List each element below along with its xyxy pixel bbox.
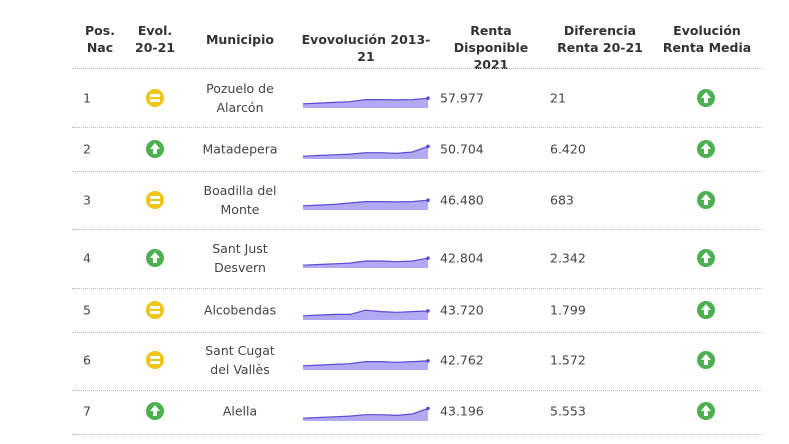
municipio-cell: Pozuelo de Alarcón <box>206 81 274 115</box>
sparkline-area <box>303 258 428 268</box>
sparkline-area <box>303 360 428 370</box>
diferencia-cell: 1.799 <box>550 302 586 318</box>
row-divider <box>72 229 762 230</box>
sparkline <box>302 256 430 268</box>
row-divider <box>72 390 762 391</box>
renta-cell: 42.762 <box>440 352 484 368</box>
up-arrow-icon <box>697 402 715 420</box>
pos-cell: 3 <box>83 192 91 208</box>
municipio-cell: Alella <box>222 403 258 419</box>
up-arrow-icon <box>697 249 715 267</box>
pos-cell: 5 <box>83 302 91 318</box>
up-arrow-icon <box>697 89 715 107</box>
sparkline <box>302 198 430 210</box>
up-arrow-icon <box>697 351 715 369</box>
sparkline-end-point <box>426 144 430 149</box>
sparkline-area <box>303 200 428 210</box>
sparkline-line <box>302 199 429 207</box>
equal-icon <box>146 89 164 107</box>
up-arrow-icon <box>146 140 164 158</box>
row-divider <box>72 68 762 69</box>
sparkline-line <box>302 360 429 367</box>
pos-cell: 1 <box>83 90 91 106</box>
sparkline-end-point <box>426 309 430 313</box>
municipio-cell: Sant Cugat del Vallès <box>205 343 275 377</box>
header-renta: Renta Disponible 2021 <box>453 23 529 72</box>
diferencia-cell: 5.553 <box>550 403 586 419</box>
diferencia-cell: 6.420 <box>550 141 586 157</box>
equal-icon <box>146 351 164 369</box>
header-evol-media: Evolución Renta Media <box>662 23 752 55</box>
municipio-cell: Sant Just Desvern <box>212 241 268 275</box>
renta-cell: 43.720 <box>440 302 484 318</box>
sparkline-area <box>303 98 428 108</box>
diferencia-cell: 2.342 <box>550 250 586 266</box>
sparkline-line <box>302 309 429 317</box>
sparkline <box>302 359 430 370</box>
sparkline-line <box>302 145 429 157</box>
up-arrow-icon <box>146 249 164 267</box>
row-divider <box>72 127 762 128</box>
sparkline <box>302 406 430 421</box>
renta-cell: 43.196 <box>440 403 484 419</box>
sparkline-line <box>302 407 429 419</box>
municipio-cell: Matadepera <box>202 141 278 157</box>
up-arrow-icon <box>697 191 715 209</box>
sparkline-area <box>303 146 428 159</box>
header-municipio: Municipio <box>205 32 275 47</box>
sparkline-line <box>302 257 429 266</box>
header-pos: Pos. Nac <box>85 23 115 55</box>
pos-cell: 7 <box>83 403 91 419</box>
row-divider <box>72 288 762 289</box>
equal-icon <box>146 301 164 319</box>
renta-cell: 42.804 <box>440 250 484 266</box>
diferencia-cell: 1.572 <box>550 352 586 368</box>
row-divider <box>72 434 762 435</box>
municipio-cell: Boadilla del Monte <box>203 183 277 217</box>
diferencia-cell: 683 <box>550 192 574 208</box>
sparkline-line <box>302 97 429 105</box>
row-divider <box>72 332 762 333</box>
sparkline-end-point <box>426 359 430 363</box>
pos-cell: 6 <box>83 352 91 368</box>
sparkline <box>302 144 430 159</box>
up-arrow-icon <box>146 402 164 420</box>
diferencia-cell: 21 <box>550 90 566 106</box>
sparkline-area <box>303 408 428 421</box>
up-arrow-icon <box>697 301 715 319</box>
equal-icon <box>146 191 164 209</box>
sparkline-end-point <box>426 256 430 260</box>
header-evol: Evol. 20-21 <box>135 23 175 55</box>
renta-cell: 57.977 <box>440 90 484 106</box>
renta-cell: 46.480 <box>440 192 484 208</box>
sparkline <box>302 309 430 320</box>
pos-cell: 4 <box>83 250 91 266</box>
municipio-cell: Alcobendas <box>203 302 277 318</box>
sparkline-end-point <box>426 96 430 100</box>
pos-cell: 2 <box>83 141 91 157</box>
sparkline-end-point <box>426 198 430 202</box>
header-evolucion: Evovolución 2013-21 <box>301 32 431 64</box>
row-divider <box>72 171 762 172</box>
up-arrow-icon <box>697 140 715 158</box>
sparkline <box>302 96 430 108</box>
sparkline-end-point <box>426 406 430 411</box>
renta-cell: 50.704 <box>440 141 484 157</box>
header-diferencia: Diferencia Renta 20-21 <box>557 23 643 55</box>
